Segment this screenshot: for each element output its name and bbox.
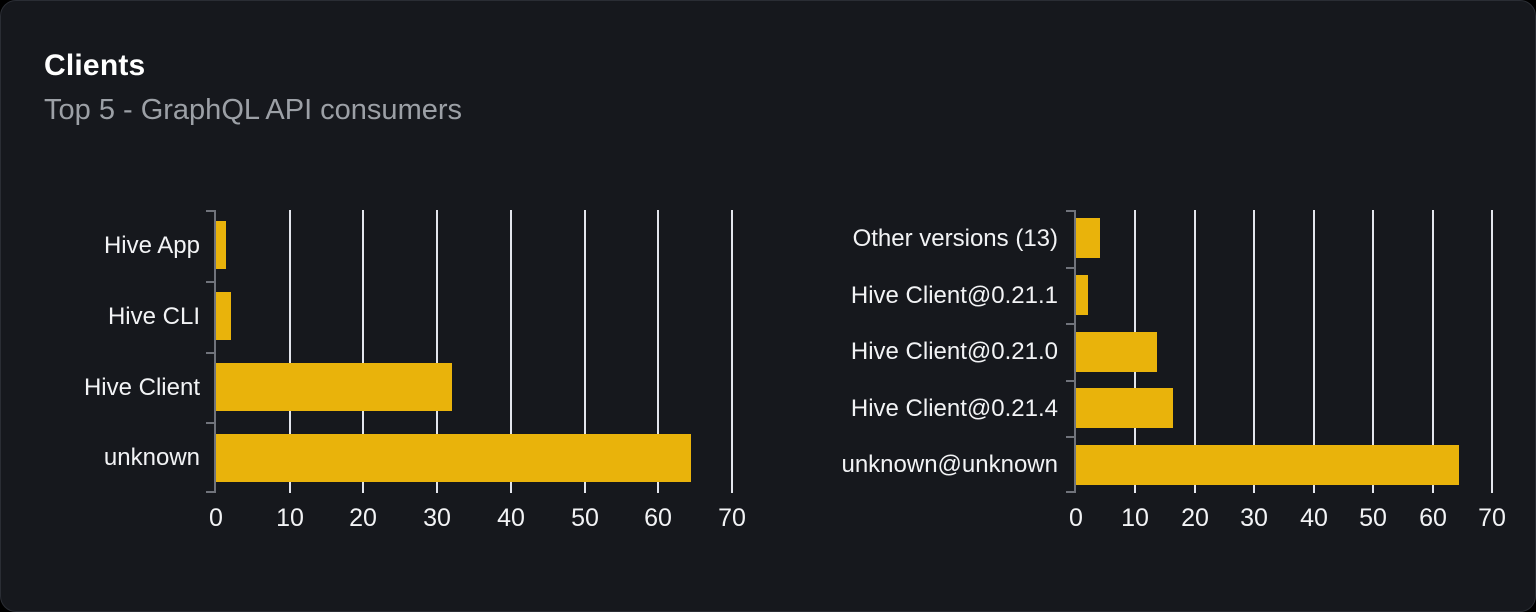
gridline-20 bbox=[1194, 210, 1196, 493]
y-axis-line bbox=[214, 210, 216, 493]
y-axis-tick bbox=[206, 422, 215, 424]
x-tick-label-30: 30 bbox=[423, 504, 451, 532]
y-axis-tick bbox=[1066, 380, 1075, 382]
bar-unknown-unknown[interactable] bbox=[1076, 445, 1459, 485]
y-axis-tick bbox=[206, 491, 215, 493]
gridline-60 bbox=[657, 210, 659, 493]
gridline-40 bbox=[1313, 210, 1315, 493]
category-label-hive-client: Hive Client bbox=[83, 373, 200, 401]
y-axis-line bbox=[1074, 210, 1076, 493]
x-tick-label-70: 70 bbox=[1478, 504, 1506, 532]
gridline-70 bbox=[731, 210, 733, 493]
gridline-40 bbox=[510, 210, 512, 493]
y-axis-tick bbox=[1066, 210, 1075, 212]
gridline-20 bbox=[362, 210, 364, 493]
category-label-unknown: unknown bbox=[103, 443, 200, 471]
x-tick-label-0: 0 bbox=[1069, 504, 1083, 532]
x-tick-label-20: 20 bbox=[1181, 504, 1209, 532]
y-axis-tick bbox=[1066, 323, 1075, 325]
y-axis-tick bbox=[1066, 436, 1075, 438]
x-tick-label-50: 50 bbox=[1359, 504, 1387, 532]
x-tick-label-10: 10 bbox=[1121, 504, 1149, 532]
gridline-10 bbox=[289, 210, 291, 493]
bar-hive-client-0-21-1[interactable] bbox=[1076, 275, 1088, 315]
clients-by-name-chart: Hive App Hive CLI Hive Client unknown 0 10 20 3… bbox=[84, 210, 746, 532]
x-tick-label-40: 40 bbox=[497, 504, 525, 532]
x-tick-label-30: 30 bbox=[1240, 504, 1268, 532]
bar-hive-client[interactable] bbox=[216, 363, 452, 411]
category-label-hive-client-0-21-1: Hive Client@0.21.1 bbox=[850, 281, 1058, 309]
gridline-70 bbox=[1491, 210, 1493, 493]
y-axis-tick bbox=[206, 210, 215, 212]
bar-other-versions-13[interactable] bbox=[1076, 218, 1100, 258]
x-tick-label-60: 60 bbox=[1419, 504, 1447, 532]
gridline-30 bbox=[1253, 210, 1255, 493]
x-tick-label-0: 0 bbox=[209, 504, 223, 532]
x-tick-label-20: 20 bbox=[349, 504, 377, 532]
y-axis-tick bbox=[206, 352, 215, 354]
bar-hive-client-0-21-4[interactable] bbox=[1076, 388, 1173, 428]
bar-hive-client-0-21-0[interactable] bbox=[1076, 332, 1157, 372]
bar-hive-app[interactable] bbox=[216, 221, 226, 269]
x-tick-label-60: 60 bbox=[644, 504, 672, 532]
y-axis-tick bbox=[1066, 491, 1075, 493]
category-label-hive-app: Hive App bbox=[103, 231, 200, 259]
x-tick-label-10: 10 bbox=[276, 504, 304, 532]
gridline-30 bbox=[436, 210, 438, 493]
y-axis-tick bbox=[206, 281, 215, 283]
x-tick-label-70: 70 bbox=[718, 504, 746, 532]
x-tick-label-40: 40 bbox=[1300, 504, 1328, 532]
clients-by-version-chart: Other versions (13) Hive Client@0.21.1 Hiv… bbox=[841, 210, 1506, 532]
gridline-50 bbox=[584, 210, 586, 493]
x-tick-label-50: 50 bbox=[571, 504, 599, 532]
gridline-60 bbox=[1432, 210, 1434, 493]
bar-unknown[interactable] bbox=[216, 434, 691, 482]
category-label-hive-client-0-21-4: Hive Client@0.21.4 bbox=[850, 394, 1058, 422]
bar-hive-cli[interactable] bbox=[216, 292, 231, 340]
category-label-hive-client-0-21-0: Hive Client@0.21.0 bbox=[850, 337, 1058, 365]
panel-title: Clients bbox=[44, 49, 146, 82]
panel-subtitle: Top 5 - GraphQL API consumers bbox=[44, 94, 463, 126]
category-label-hive-cli: Hive CLI bbox=[107, 302, 200, 330]
category-label-other-versions-13: Other versions (13) bbox=[852, 224, 1058, 252]
gridline-50 bbox=[1372, 210, 1374, 493]
category-label-unknown-unknown: unknown@unknown bbox=[841, 450, 1058, 478]
y-axis-tick bbox=[1066, 267, 1075, 269]
